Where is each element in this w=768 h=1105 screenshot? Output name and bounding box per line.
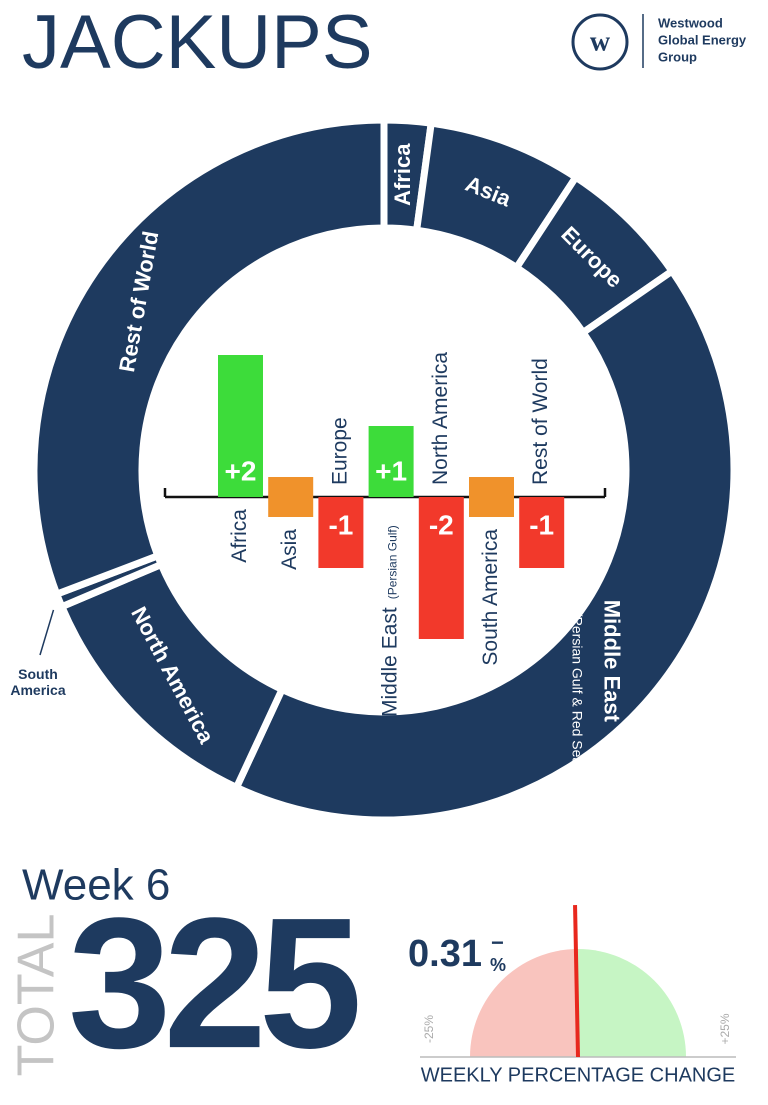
- bar-category-note: (Persian Gulf): [385, 525, 399, 599]
- gauge-negative: [470, 949, 578, 1057]
- week-label: Week 6: [22, 861, 170, 910]
- donut-label-line: America: [10, 682, 65, 698]
- zero-bar: [268, 477, 314, 517]
- bar-value-label: -2: [429, 509, 454, 540]
- bar-value-label: +2: [225, 455, 257, 486]
- logo-circle: [571, 13, 629, 71]
- donut-label: South America: [10, 666, 65, 698]
- gauge-title: WEEKLY PERCENTAGE CHANGE: [421, 1064, 736, 1086]
- bar-category-label: Europe: [328, 417, 351, 485]
- leader-line: [39, 609, 55, 656]
- logo-text: Westwood: [658, 15, 723, 30]
- logo-mark: w: [590, 26, 611, 57]
- gauge-needle: [573, 904, 580, 1058]
- bar-value-label: +1: [375, 455, 407, 486]
- bar-category-label: Africa: [228, 509, 251, 563]
- donut-label-group: Middle East (Persian Gulf & Red Sea): [570, 600, 625, 770]
- donut-segment: [231, 266, 738, 824]
- bar-category-label: Rest of World: [529, 358, 552, 485]
- change-sign: −: [491, 930, 504, 955]
- donut-label-note: (Persian Gulf & Red Sea): [570, 612, 586, 770]
- donut-label: Middle East: [599, 600, 624, 723]
- zero-bar: [469, 477, 514, 517]
- bar: [368, 426, 414, 497]
- bar: [318, 497, 364, 568]
- bar: [218, 355, 263, 497]
- gauge-tick-label: -25%: [422, 1015, 436, 1043]
- bar-value-label: -1: [529, 509, 554, 540]
- gauge-tick-label: +25%: [718, 1013, 732, 1044]
- title: JACKUPS: [22, 0, 373, 85]
- total-value: 325: [68, 880, 358, 1087]
- bar-category-label: Asia: [278, 529, 301, 570]
- change-unit: %: [490, 955, 506, 975]
- logo-text: Group: [658, 49, 697, 64]
- total-label: TOTAL: [8, 914, 66, 1077]
- bar: [418, 497, 464, 639]
- change-value: 0.31: [408, 933, 482, 975]
- bar: [519, 497, 565, 568]
- donut-segment: [30, 116, 388, 599]
- bar-category-label: South America: [479, 529, 502, 666]
- gauge-positive: [578, 949, 686, 1057]
- donut-label-group: Africa: [390, 143, 415, 206]
- donut-label-line: South: [18, 666, 58, 682]
- bar-category-label: North America: [429, 352, 452, 485]
- bar-category-label: Middle East: [379, 607, 402, 717]
- donut-label: Africa: [390, 143, 415, 206]
- bar-value-label: -1: [328, 509, 353, 540]
- logo-text: Global Energy: [658, 32, 747, 47]
